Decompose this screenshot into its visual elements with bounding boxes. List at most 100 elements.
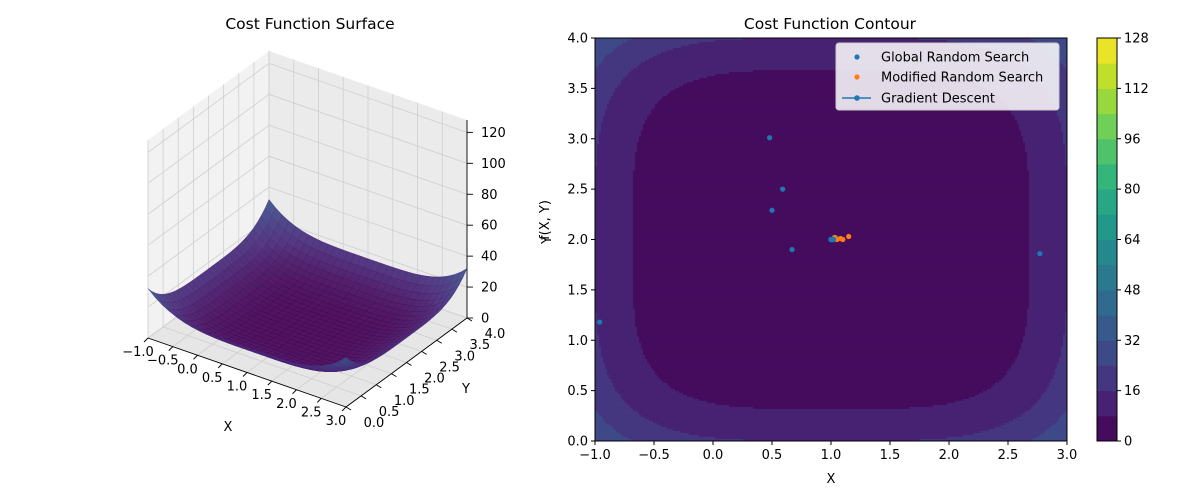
- contour-cell: [599, 334, 638, 338]
- y-tick: [406, 362, 412, 366]
- colorbar-band: [1097, 264, 1117, 291]
- colorbar-tick-label: 32: [1124, 334, 1141, 349]
- y-tick: [421, 350, 427, 355]
- contour-cell: [597, 146, 638, 149]
- contour-cell: [621, 394, 688, 398]
- contour-cell: [1029, 298, 1067, 302]
- contour-cell: [1065, 316, 1067, 320]
- contour-cell: [599, 64, 640, 67]
- contour-cell: [595, 176, 634, 179]
- x-tick-label: 2.5: [301, 405, 322, 420]
- contour-cell: [597, 66, 638, 69]
- contour-cell: [595, 422, 608, 426]
- contour-cell: [595, 118, 604, 121]
- contour-cell: [643, 124, 1020, 127]
- contour-cell: [1027, 322, 1066, 326]
- contour-cell: [595, 240, 634, 244]
- contour-cell: [639, 412, 1024, 416]
- contour-cell: [633, 274, 1030, 278]
- contour-cell: [603, 360, 648, 364]
- contour-x-tick-label: 0.5: [762, 448, 783, 463]
- contour-cell: [1027, 168, 1067, 171]
- contour-cell: [595, 58, 604, 61]
- legend: Global Random Search Modified Random Sea…: [835, 42, 1060, 111]
- contour-cell: [645, 120, 1018, 123]
- contour-cell: [1025, 410, 1066, 414]
- contour-cell: [611, 424, 662, 428]
- contour-cell: [617, 430, 682, 434]
- x-tick: [316, 398, 322, 403]
- contour-cell: [969, 396, 1042, 400]
- contour-cell: [595, 406, 632, 410]
- wall-grid-line: [147, 93, 270, 184]
- contour-cell: [657, 422, 1006, 426]
- contour-cell: [633, 180, 1030, 183]
- contour-cell: [597, 150, 638, 153]
- contour-cell: [595, 46, 618, 49]
- contour-cell: [633, 284, 1030, 288]
- contour-cell: [595, 180, 634, 183]
- contour-cell: [963, 398, 1040, 402]
- x-tick-label: 0.5: [202, 371, 223, 386]
- contour-cell: [599, 344, 642, 348]
- contour-cell: [679, 390, 984, 394]
- contour-cell: [597, 316, 636, 320]
- contour-cell: [597, 410, 638, 414]
- contour-cell: [595, 244, 634, 248]
- contour-cell: [595, 132, 600, 135]
- contour-cell: [671, 90, 992, 93]
- contour-cell: [595, 384, 614, 388]
- contour-cell: [1027, 164, 1066, 167]
- contour-cell: [595, 136, 600, 139]
- contour-cell: [1029, 174, 1067, 177]
- legend-label-gradient: Gradient Descent: [881, 92, 995, 107]
- x-tick: [292, 389, 297, 395]
- contour-cell: [633, 188, 1030, 191]
- contour-cell: [609, 100, 660, 103]
- contour-cell: [603, 118, 648, 121]
- contour-cell: [645, 60, 1018, 63]
- contour-cell: [1039, 434, 1067, 438]
- contour-cell: [661, 52, 1002, 55]
- contour-cell: [595, 192, 634, 195]
- contour-cell: [633, 182, 1030, 185]
- contour-cell: [1023, 340, 1064, 344]
- contour-cell: [1061, 348, 1067, 352]
- contour-cell: [619, 392, 684, 396]
- contour-cell: [651, 366, 1012, 370]
- contour-x-tick-label: 2.5: [998, 448, 1019, 463]
- contour-cell: [601, 128, 644, 131]
- contour-cell: [595, 326, 598, 330]
- contour-cell: [1007, 372, 1056, 376]
- contour-cell: [1029, 252, 1067, 256]
- contour-cell: [1061, 62, 1067, 65]
- contour-cell: [637, 150, 1026, 153]
- contour-cell: [1029, 170, 1067, 173]
- contour-cell: [595, 216, 634, 220]
- contour-cell: [633, 298, 1030, 302]
- contour-cell: [633, 174, 1030, 177]
- contour-cell: [635, 314, 1028, 318]
- contour-cell: [1019, 352, 1062, 356]
- contour-cell: [625, 400, 708, 404]
- contour-cell: [605, 56, 654, 59]
- contour-cell: [1049, 384, 1067, 388]
- contour-cell: [669, 92, 994, 95]
- contour-cell: [595, 362, 606, 366]
- contour-cell: [595, 134, 600, 137]
- contour-cell: [1029, 176, 1067, 179]
- contour-y-tick-label: 0.0: [567, 435, 588, 450]
- contour-cell: [1029, 188, 1067, 191]
- contour-cell: [1041, 394, 1067, 398]
- contour-y-tick-label: 2.0: [567, 233, 588, 248]
- x-tick-label: 1.5: [251, 388, 272, 403]
- contour-cell: [595, 368, 608, 372]
- contour-cell: [1047, 386, 1067, 390]
- contour-cell: [1065, 314, 1067, 318]
- contour-cell: [1023, 136, 1064, 139]
- y-tick: [436, 339, 442, 344]
- contour-cell: [635, 162, 1028, 165]
- contour-cell: [617, 86, 680, 89]
- legend-label-global: Global Random Search: [881, 51, 1029, 66]
- contour-cell: [1029, 274, 1067, 278]
